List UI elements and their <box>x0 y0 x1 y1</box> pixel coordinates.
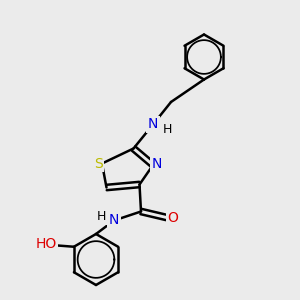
Text: N: N <box>152 157 162 170</box>
Text: H: H <box>163 122 172 136</box>
Text: S: S <box>94 157 103 170</box>
Text: N: N <box>148 118 158 131</box>
Text: N: N <box>109 214 119 227</box>
Text: HO: HO <box>35 237 57 251</box>
Text: O: O <box>168 211 178 224</box>
Text: H: H <box>97 210 106 224</box>
